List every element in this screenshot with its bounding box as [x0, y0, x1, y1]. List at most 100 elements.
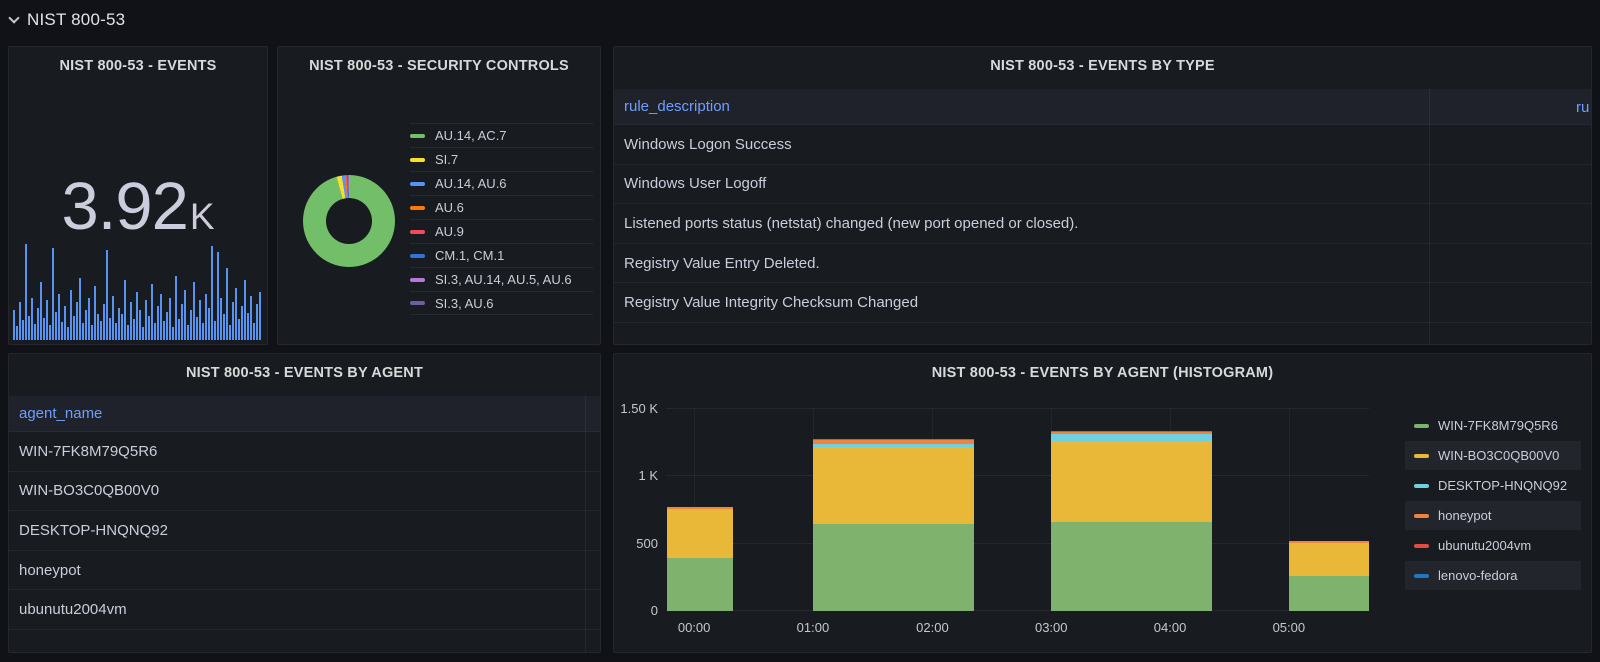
stat-value-wrap: 3.92K [9, 173, 267, 240]
legend-item[interactable]: AU.9 [410, 219, 593, 243]
panel-security-controls: NIST 800-53 - SECURITY CONTROLS AU.14, A… [277, 46, 601, 345]
bar-segment-DESKTOP-HNQNQ92 [1288, 542, 1369, 544]
x-axis-tick-label: 04:00 [1153, 620, 1187, 635]
legend-item[interactable]: SI.3, AU.14, AU.5, AU.6 [410, 267, 593, 291]
column-divider [1429, 89, 1430, 344]
legend-label: WIN-7FK8M79Q5R6 [1438, 418, 1558, 433]
dashboard-row-header[interactable]: NIST 800-53 [8, 10, 125, 30]
legend-label: AU.6 [435, 200, 464, 215]
table-row: honeypot [9, 551, 600, 591]
bar-segment-WIN-7FK8M79Q5R6 [812, 524, 974, 611]
legend-color-dash [1414, 543, 1429, 548]
table-cell: Registry Value Entry Deleted. [624, 254, 820, 272]
stacked-bar [1051, 430, 1212, 611]
legend-color-dash [410, 133, 425, 138]
bar-segment-WIN-7FK8M79Q5R6 [666, 557, 734, 611]
agent-name-column-header[interactable]: agent_name [9, 396, 600, 432]
y-gridline [666, 475, 1369, 477]
stacked-bar [1288, 541, 1369, 611]
legend-item[interactable]: WIN-7FK8M79Q5R6 [1405, 411, 1581, 440]
events-by-agent-table: agent_name WIN-7FK8M79Q5R6 WIN-BO3C0QB00V… [9, 396, 600, 652]
legend-item[interactable]: AU.14, AU.6 [410, 171, 593, 195]
events-by-type-rows: Windows Logon Success Windows User Logoff… [614, 125, 1591, 323]
table-cell: WIN-BO3C0QB00V0 [19, 482, 160, 500]
table-row: Registry Value Entry Deleted. [614, 244, 1591, 284]
panel-events-by-agent-title[interactable]: NIST 800-53 - EVENTS BY AGENT [185, 365, 424, 381]
stat-value: 3.92 [61, 169, 188, 244]
legend-color-dash [1414, 453, 1429, 458]
bar-segment-DESKTOP-HNQNQ92 [666, 508, 734, 511]
clipped-column-header[interactable]: ru [1576, 98, 1590, 116]
legend-label: ubunutu2004vm [1438, 538, 1532, 553]
bar-segment-WIN-BO3C0QB00V0 [1288, 543, 1369, 576]
table-row: Windows Logon Success [614, 125, 1591, 165]
legend-color-dash [410, 181, 425, 186]
bar-segment-honeypot [666, 507, 734, 509]
y-axis-tick-label: 1.50 K [620, 401, 658, 416]
legend-label: AU.9 [435, 224, 464, 239]
legend-color-dash [410, 157, 425, 162]
legend-label: AU.14, AC.7 [435, 128, 507, 143]
y-gridline [666, 610, 1369, 611]
legend-color-dash [1414, 483, 1429, 488]
legend-label: CM.1, CM.1 [435, 248, 505, 263]
legend-item[interactable]: SI.7 [410, 147, 593, 171]
y-axis-tick-label: 0 [650, 603, 658, 618]
legend-item[interactable]: CM.1, CM.1 [410, 243, 593, 267]
table-cell: DESKTOP-HNQNQ92 [19, 521, 168, 539]
table-cell: Windows User Logoff [624, 175, 767, 193]
y-axis-tick-label: 500 [636, 535, 658, 551]
legend-item[interactable]: ubunutu2004vm [1405, 531, 1581, 560]
events-sparkline-chart [13, 244, 261, 340]
bar-segment-WIN-BO3C0QB00V0 [812, 446, 974, 525]
x-axis-tick-label: 01:00 [796, 620, 830, 635]
legend-item[interactable]: SI.3, AU.6 [410, 291, 593, 315]
legend-label: SI.7 [435, 152, 459, 167]
histogram-plot-area [666, 404, 1369, 611]
y-axis-tick-label: 1 K [638, 468, 658, 484]
panel-events-title[interactable]: NIST 800-53 - EVENTS [59, 58, 217, 74]
bar-segment-WIN-BO3C0QB00V0 [1051, 441, 1212, 522]
panel-events-by-agent-histogram: NIST 800-53 - EVENTS BY AGENT (HISTOGRAM… [613, 353, 1592, 653]
legend-item[interactable]: AU.14, AC.7 [410, 123, 593, 147]
legend-color-dash [1414, 513, 1429, 518]
bar-segment-WIN-7FK8M79Q5R6 [1051, 521, 1212, 611]
table-row: DESKTOP-HNQNQ92 [9, 511, 600, 551]
legend-label: DESKTOP-HNQNQ92 [1438, 478, 1568, 493]
table-cell: honeypot [19, 561, 81, 579]
events-by-agent-rows: WIN-7FK8M79Q5R6 WIN-BO3C0QB00V0 DESKTOP-HN… [9, 432, 600, 630]
legend-item[interactable]: lenovo-fedora [1405, 561, 1581, 590]
legend-label: honeypot [1438, 508, 1492, 523]
x-axis-tick-label: 00:00 [677, 620, 711, 635]
legend-item[interactable]: WIN-BO3C0QB00V0 [1405, 441, 1581, 470]
legend-label: AU.14, AU.6 [435, 176, 507, 191]
legend-color-dash [410, 277, 425, 282]
legend-label: WIN-BO3C0QB00V0 [1438, 448, 1560, 463]
column-divider [585, 396, 586, 652]
table-cell: WIN-7FK8M79Q5R6 [19, 442, 158, 460]
table-row: WIN-7FK8M79Q5R6 [9, 432, 600, 472]
panel-events-by-type-title[interactable]: NIST 800-53 - EVENTS BY TYPE [990, 58, 1215, 74]
table-row: WIN-BO3C0QB00V0 [9, 472, 600, 512]
legend-color-dash [410, 205, 425, 210]
legend-item[interactable]: AU.6 [410, 195, 593, 219]
bar-segment-honeypot [1051, 431, 1212, 435]
bar-segment-ubunutu2004vm [812, 439, 974, 441]
panel-events-by-agent: NIST 800-53 - EVENTS BY AGENT agent_name… [8, 353, 601, 653]
y-gridline [666, 408, 1369, 409]
panel-histogram-title[interactable]: NIST 800-53 - EVENTS BY AGENT (HISTOGRAM… [931, 365, 1274, 381]
legend-color-dash [410, 301, 425, 305]
table-cell: ubunutu2004vm [19, 601, 127, 619]
rule-description-column-header[interactable]: rule_description [614, 89, 1591, 125]
table-row: Windows User Logoff [614, 165, 1591, 205]
table-row: ubunutu2004vm [9, 590, 600, 630]
table-cell: Windows Logon Success [624, 135, 792, 153]
legend-item[interactable]: honeypot [1405, 501, 1581, 530]
chevron-down-icon [8, 12, 20, 24]
panel-security-controls-title[interactable]: NIST 800-53 - SECURITY CONTROLS [309, 58, 569, 74]
events-by-type-table: rule_description ru Windows Logon Succes… [614, 89, 1591, 344]
security-controls-legend: AU.14, AC.7 SI.7 AU.14, AU.6 AU.6 AU.9 CM.1, … [410, 123, 593, 315]
legend-item[interactable]: DESKTOP-HNQNQ92 [1405, 471, 1581, 500]
bar-segment-WIN-7FK8M79Q5R6 [1288, 575, 1369, 611]
